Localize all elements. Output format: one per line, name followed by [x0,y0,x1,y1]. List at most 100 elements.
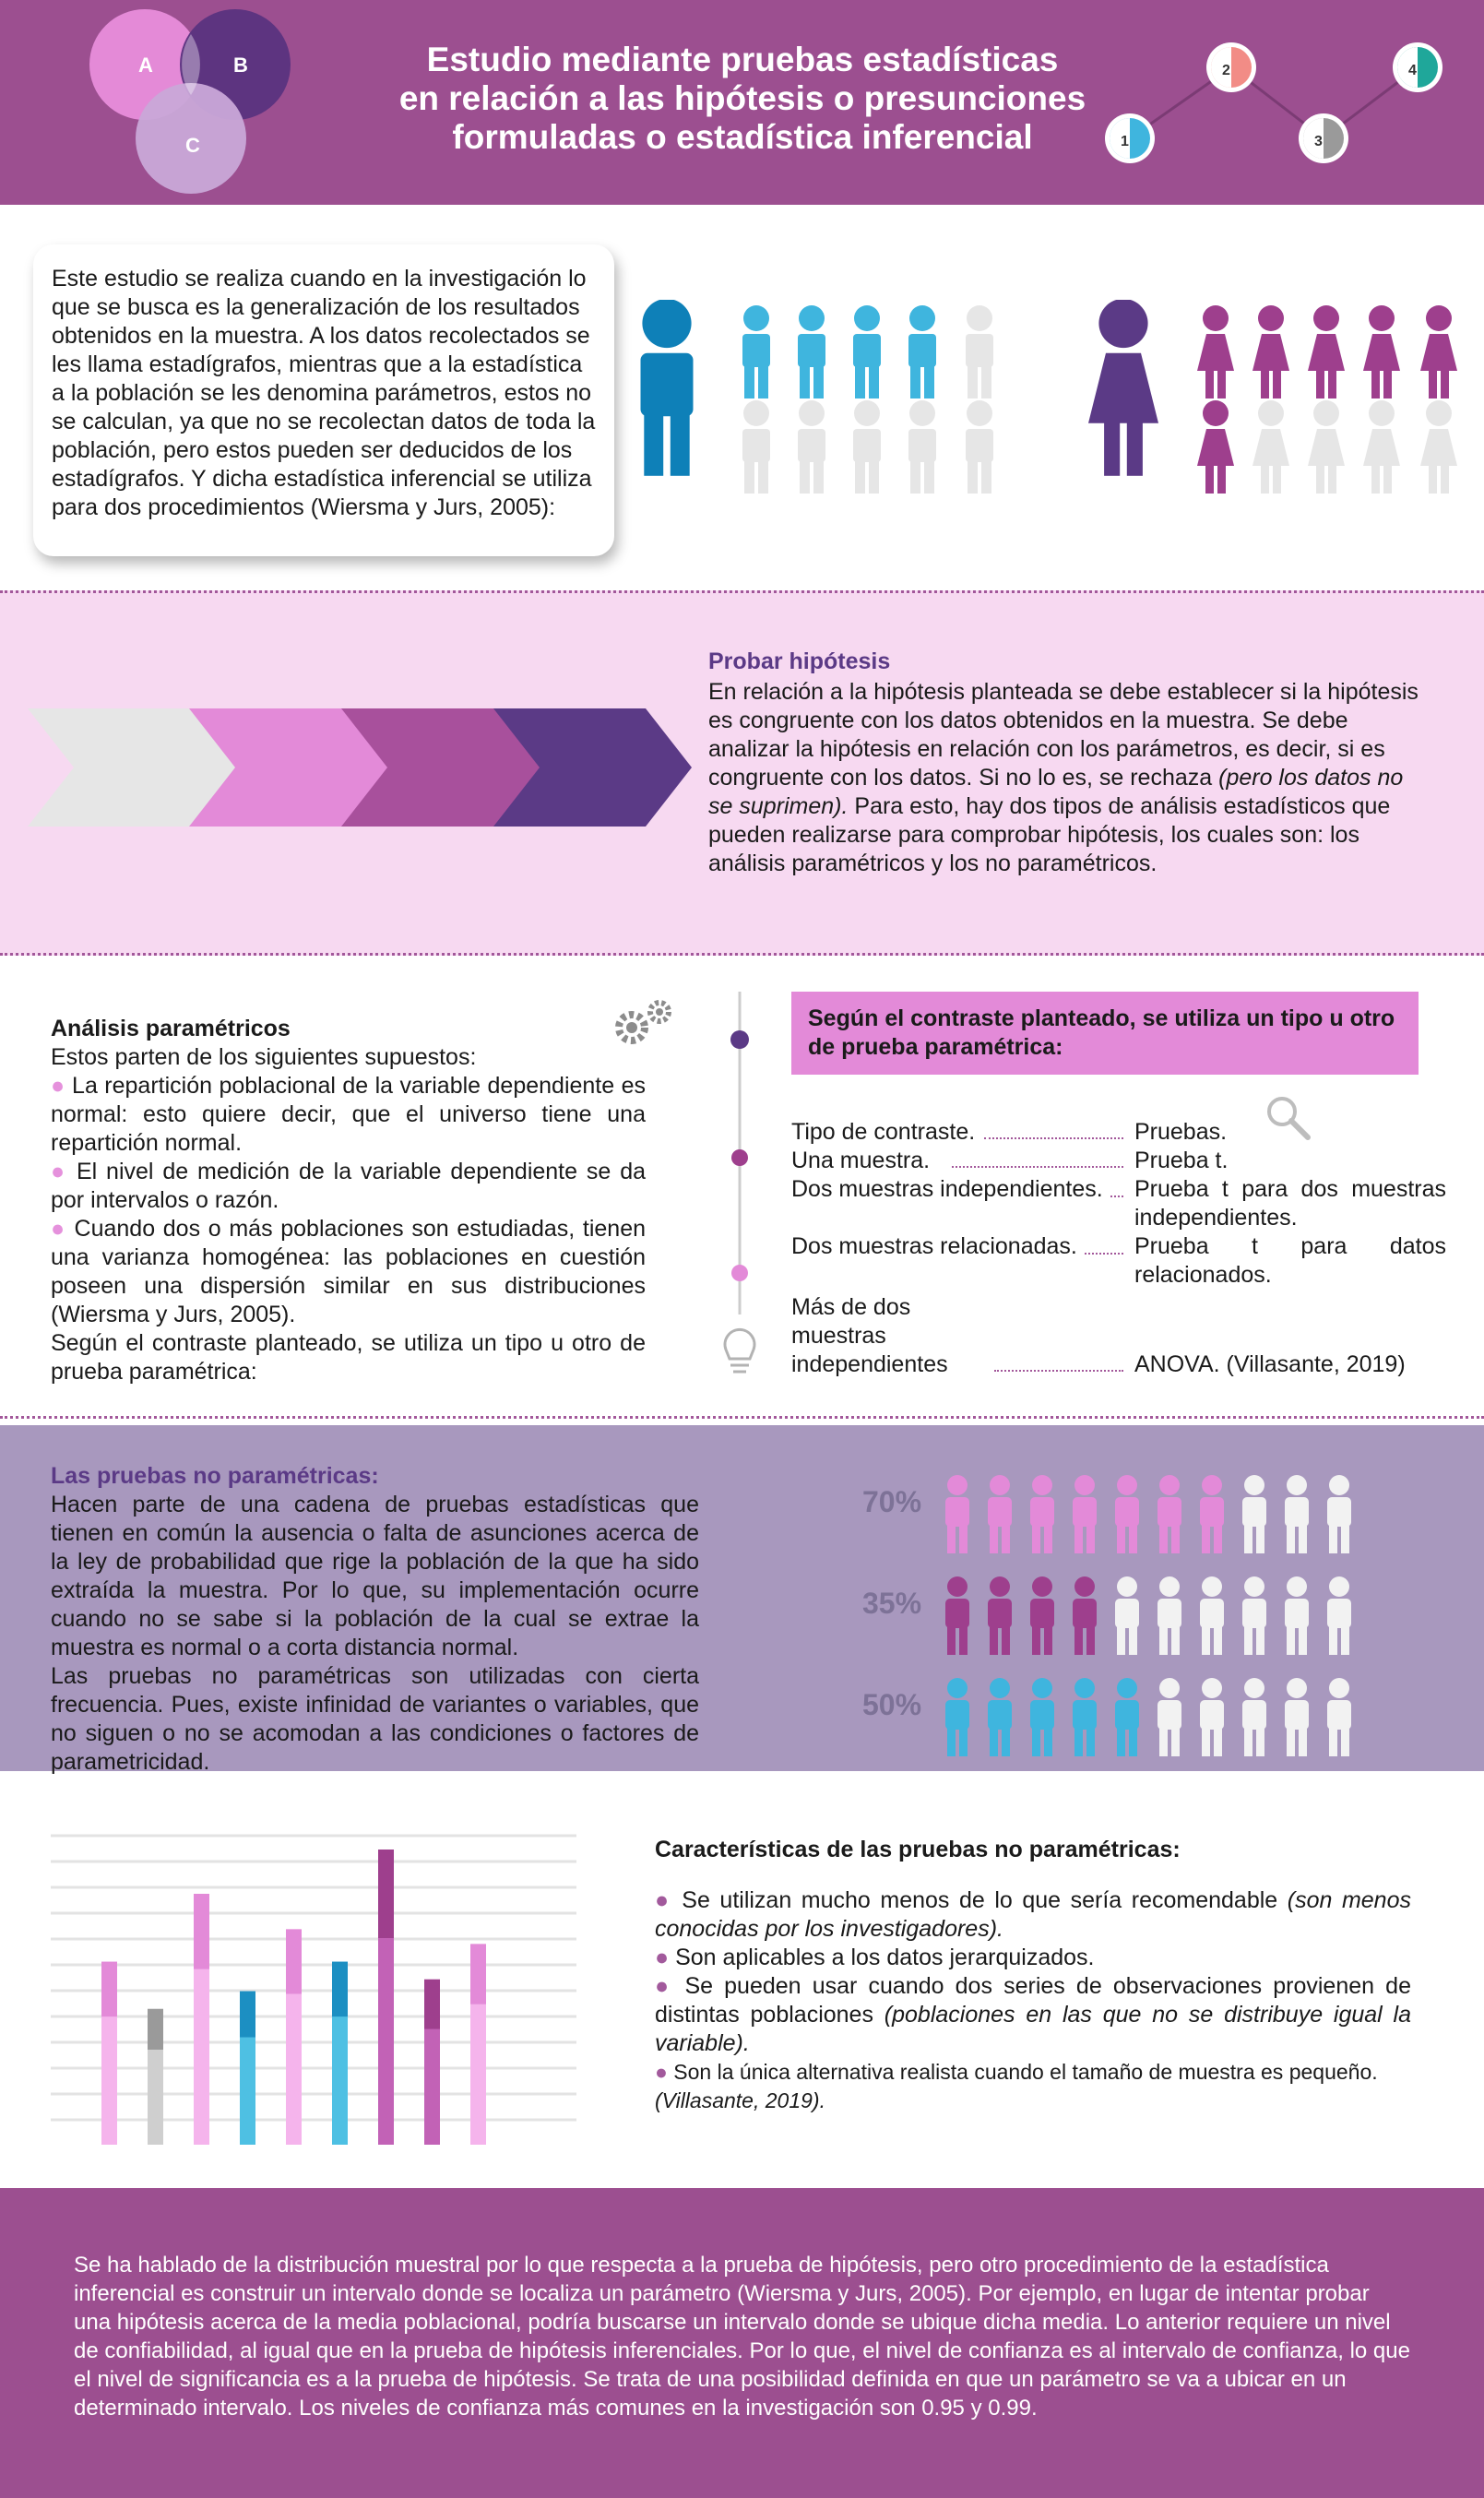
parametricos-bullet: ● La repartición poblacional de la varia… [51,1073,646,1156]
parametricos-bullet: ● Cuando dos o más poblaciones son estud… [51,1216,646,1327]
percent-people-chart [945,1475,1351,1756]
percent-person-icon [1115,1576,1139,1655]
no-parametricas-text: Hacen parte de una cadena de pruebas est… [51,1492,699,1660]
no-parametricas-section: Las pruebas no paramétricas: Hacen parte… [0,1425,1484,1775]
caracteristicas-bullet-text: Son aplicables a los datos jerarquizados… [675,1945,1095,1970]
percent-person-icon [1158,1678,1181,1756]
page-title: Estudio mediante pruebas estadísticas en… [350,41,1134,157]
parametricos-block: Análisis paramétricos Estos parten de lo… [51,1015,646,1386]
contraste-prueba: Prueba t para dos muestras independiente… [1134,1176,1446,1231]
percent-person-icon [1200,1678,1224,1756]
step-number-2: 2 [1222,63,1230,78]
chart-bar-top [240,1991,255,2038]
intro-text: Este estudio se realiza cuando en la inv… [52,266,596,520]
percent-person-icon [1327,1678,1351,1756]
caracteristicas-bullet-text: Son la única alternativa realista cuando… [673,2060,1378,2084]
probar-hipotesis-section: Probar hipótesis En relación a la hipóte… [0,590,1484,956]
percent-person-icon [1030,1678,1054,1756]
percent-label-70: 70% [862,1485,922,1518]
contraste-heading: Según el contraste planteado, se utiliza… [808,1005,1395,1060]
parametricos-intro: Estos parten de los siguientes supuestos… [51,1044,477,1070]
percent-person-icon [945,1576,969,1655]
parametricos-closing: Según el contraste planteado, se utiliza… [51,1330,646,1385]
contraste-tipo-cell: Dos muestras independientes. [791,1175,1134,1232]
caracteristicas-bullet: ● Se pueden usar cuando dos series de ob… [655,1973,1411,2056]
step-path-icon: 1 2 3 4 [1105,42,1442,163]
percent-person-icon [1030,1475,1054,1553]
caracteristicas-bullet-italic: (Villasante, 2019). [655,2088,825,2112]
percent-person-icon [1073,1475,1097,1553]
magnifier-icon [1267,1097,1311,1140]
percent-person-icon [1242,1576,1266,1655]
step-number-3: 3 [1314,134,1323,149]
contraste-tipo-cell: Más de dos muestras independientes [791,1293,1134,1379]
contraste-tipo: Más de dos muestras independientes [791,1294,948,1377]
venn-label-c: C [185,134,200,157]
caracteristicas-bullet-text: Se pueden usar cuando dos series de obse… [655,1973,1411,2028]
no-parametricas-text-2: Las pruebas no paramétricas son utilizad… [51,1663,699,1775]
caracteristicas-bullet: ● Son aplicables a los datos jerarquizad… [655,1945,1095,1970]
contraste-row: Más de dos muestras independientes ANOVA… [791,1293,1446,1379]
percent-person-icon [1115,1678,1139,1756]
section-divider [0,1416,1484,1419]
chart-bar-top [470,1944,486,2004]
header-banner: A B C Estudio mediante pruebas estadísti… [0,0,1484,205]
contraste-heading-box: Según el contraste planteado, se utiliza… [791,992,1419,1075]
contraste-tipo: Dos muestras independientes. [791,1176,1103,1202]
caracteristicas-title: Características de las pruebas no paramé… [655,1837,1181,1862]
no-parametricas-block: Las pruebas no paramétricas: Hacen parte… [51,1462,699,1777]
chart-bar-top [424,1979,440,2029]
percent-label-35: 35% [862,1587,922,1620]
timeline-icon [723,992,756,1374]
caracteristicas-block: Características de las pruebas no paramé… [655,1836,1411,2115]
caracteristicas-bullet-italic: (son menos conocidas por los investigado… [655,1887,1411,1942]
percent-person-icon [945,1475,969,1553]
percent-person-icon [1285,1678,1309,1756]
no-parametricas-title: Las pruebas no paramétricas: [51,1463,379,1489]
contraste-row: Dos muestras relacionadas. Prueba t para… [791,1232,1446,1290]
footer-text: Se ha hablado de la distribución muestra… [74,2253,1410,2421]
percent-person-icon [1158,1475,1181,1553]
percent-person-icon [1327,1475,1351,1553]
contraste-prueba: Prueba t. [1134,1148,1229,1173]
chart-bar-top [332,1961,348,2017]
parametricos-bullet: ● El nivel de medición de la variable de… [51,1159,646,1213]
contraste-col1-header: Tipo de contraste. [791,1119,976,1145]
probar-text-italic: (pero los datos no se suprimen). [708,765,1404,819]
female-population-icon [1088,300,1457,494]
venn-label-a: A [138,54,153,77]
percent-person-icon [1200,1475,1224,1553]
caracteristicas-bullet: ● Son la única alternativa realista cuan… [655,2060,1378,2112]
chart-bar-top [378,1850,394,1938]
percent-person-icon [1073,1678,1097,1756]
percent-person-icon [1285,1475,1309,1553]
percent-person-icon [1200,1576,1224,1655]
parametricos-bullet-text: La repartición poblacional de la variabl… [51,1073,646,1156]
percent-person-icon [1285,1576,1309,1655]
male-population-icon [640,300,993,494]
percent-person-icon [1030,1576,1054,1655]
contraste-tipo-cell: Tipo de contraste. [791,1118,1134,1147]
footer-section: Se ha hablado de la distribución muestra… [0,2188,1484,2498]
contraste-tipo-cell: Una muestra. [791,1147,1134,1175]
process-arrows-icon [28,708,692,827]
contraste-header-row: Tipo de contraste. Pruebas. [791,1118,1446,1147]
percent-label-50: 50% [862,1688,922,1721]
chart-bar-top [194,1894,209,1969]
percent-person-icon [945,1678,969,1756]
percent-person-icon [1158,1576,1181,1655]
venn-diagram-icon: A B C [89,9,291,194]
gears-icon [615,1000,671,1044]
percent-person-icon [1242,1678,1266,1756]
caracteristicas-bullet-text: Se utilizan mucho menos de lo que sería … [682,1887,1288,1913]
percent-person-icon [988,1678,1012,1756]
probar-text: En relación a la hipótesis planteada se … [708,678,1428,878]
caracteristicas-bullet-italic: (poblaciones en las que no se distribuye… [655,2002,1411,2056]
parametricos-bullet-text: El nivel de medición de la variable depe… [51,1159,646,1213]
parametricos-title: Análisis paramétricos [51,1016,291,1041]
probar-title: Probar hipótesis [708,648,891,674]
contraste-prueba: Prueba t para datos relacionados. [1134,1233,1446,1288]
contraste-row: Dos muestras independientes. Prueba t pa… [791,1175,1446,1232]
contraste-col2-header: Pruebas. [1134,1119,1228,1145]
contraste-tipo: Dos muestras relacionadas. [791,1233,1077,1259]
